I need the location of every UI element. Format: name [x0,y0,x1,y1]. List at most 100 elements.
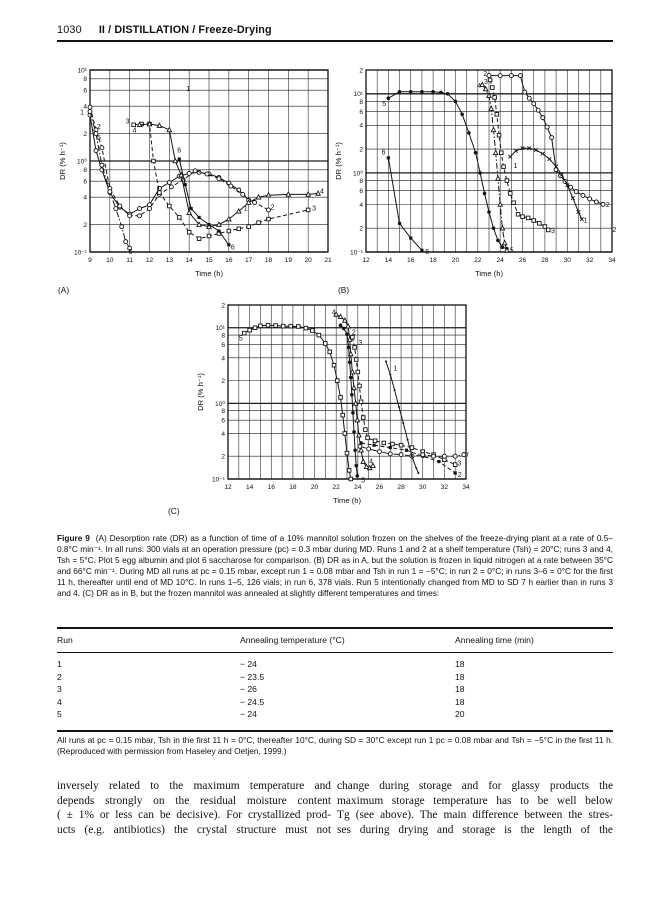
x-tick-label: 10 [106,257,114,264]
marker [227,243,231,247]
marker [488,105,495,111]
table-row: 4 − 24.5 18 [57,696,613,709]
marker [397,90,402,94]
marker [349,368,356,375]
marker [245,199,252,205]
series-line-5 [89,111,131,249]
marker [305,190,312,197]
curve-label-2: 2 [483,71,487,78]
curve-label-1: 1 [394,365,398,372]
body-text-right-column: change during storage and for glassy pro… [337,779,613,837]
text-line: Tg (see above). The main difference betw… [337,809,613,822]
marker [460,112,464,117]
x-tick-label: 17 [245,257,253,264]
marker [338,395,343,400]
figure-caption-label: Figure 9 [57,533,90,544]
marker [409,236,413,240]
curve-label-r: r [467,452,470,459]
marker [496,132,502,138]
annealing-table: Run Annealing temperature (°C) Annealing… [57,627,613,732]
y-tick-label: 2 [359,226,363,233]
y-tick-label: 4 [83,195,87,202]
table-cell: 1 [57,659,62,669]
marker [420,90,424,94]
marker [323,341,328,346]
marker [93,148,99,154]
marker [393,389,396,392]
curve-label-1: 1 [514,163,518,170]
marker [390,441,395,447]
marker [166,126,173,133]
marker [228,183,234,189]
marker [441,453,447,459]
running-title: II / DISTILLATION / Freeze-Drying [98,24,272,36]
curve-label-1: 1 [186,86,190,93]
marker [355,474,360,478]
y-tick-label: 2 [83,222,87,229]
x-tick-label: 21 [324,257,332,264]
series-line-3 [351,337,456,466]
marker [600,201,606,207]
col-header-annealing-temperature: Annealing temperature (°C) [240,628,455,653]
series-line-5 [388,91,508,250]
marker [266,216,271,222]
marker [520,146,525,151]
marker [503,246,510,253]
x-axis-title: Time (h) [195,269,223,278]
table-cell: 20 [455,709,465,720]
marker [398,442,404,448]
marker [331,362,337,368]
marker [316,332,322,338]
x-axis-title: Time (h) [333,496,361,505]
panel-label: (C) [168,506,180,516]
marker [192,168,198,174]
marker [353,357,359,362]
marker [487,210,491,214]
marker [360,415,366,420]
curve-label-3: 3 [484,79,488,86]
series-line-5 [243,324,352,480]
marker [127,245,133,251]
marker [352,400,359,406]
marker [549,135,555,140]
marker [409,445,415,450]
curve-label-4: 4 [477,83,481,90]
marker [337,313,344,319]
marker [494,112,500,117]
marker [482,85,489,92]
curve-label-5: 5 [510,248,514,255]
x-tick-label: 24 [354,484,362,491]
marker [204,171,210,177]
col-header-run: Run [57,628,240,653]
table-cell: − 24.5 [240,696,265,707]
marker [197,215,201,220]
x-tick-label: 32 [586,257,594,264]
marker [492,149,499,155]
x-tick-label: 9 [88,257,92,264]
marker [305,207,311,213]
curve-label-3: 3 [312,206,316,213]
y-tick-label: 6 [83,88,87,95]
marker [461,452,467,458]
marker [265,191,272,198]
marker [288,323,293,329]
marker [340,412,345,418]
marker [136,121,143,128]
marker [547,156,552,162]
marker [452,453,458,459]
marker [386,156,390,160]
table-cell: 18 [455,659,465,669]
curve-label-3: 3 [358,340,362,347]
marker [357,383,362,389]
marker [93,131,99,137]
marker [559,172,564,177]
marker [347,350,354,357]
table-row: 3 − 26 18 [57,684,613,697]
marker [256,220,261,225]
y-tick-label: 4 [359,123,363,130]
marker [117,203,123,209]
curve-label-5: 5 [382,101,386,108]
y-tick-label: 6 [359,188,363,195]
marker [216,176,222,182]
